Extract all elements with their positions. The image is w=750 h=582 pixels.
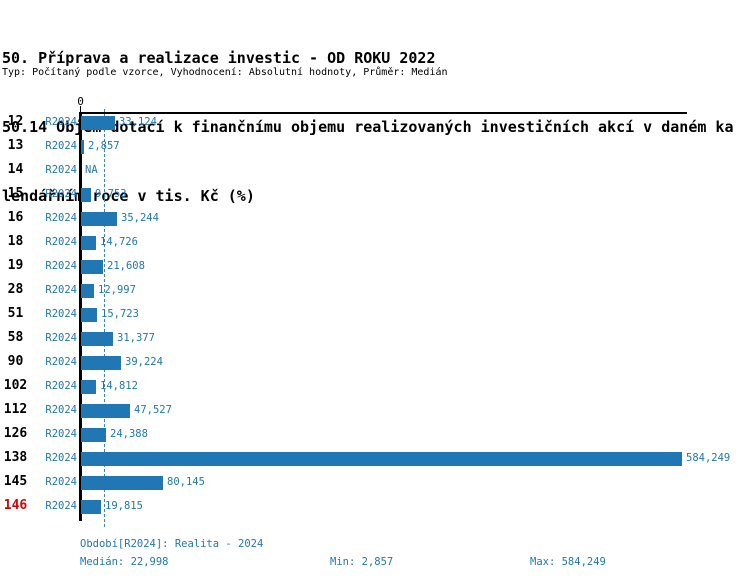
x-axis-line — [80, 112, 687, 114]
row-bar[interactable] — [81, 212, 117, 226]
row-category-label: 145 — [3, 474, 28, 489]
row-category-label: 12 — [7, 114, 24, 129]
chart-row: 145 R2024 80,145 — [0, 470, 750, 494]
footer-period-info: Období[R2024]: Realita - 2024 — [80, 538, 264, 550]
chart-row: 13 R2024 2,857 — [0, 134, 750, 158]
row-value-label: 21,608 — [107, 260, 145, 272]
row-category-label: 126 — [3, 426, 28, 441]
row-category-label: 14 — [7, 162, 24, 177]
footer-max-stat: Max: 584,249 — [530, 556, 606, 568]
row-category-label: 28 — [7, 282, 24, 297]
row-category-label: 15 — [7, 186, 24, 201]
chart-row: 12 R2024 33,124 — [0, 110, 750, 134]
row-category-label: 58 — [7, 330, 24, 345]
chart-row: 51 R2024 15,723 — [0, 302, 750, 326]
footer-median-stat: Medián: 22,998 — [80, 556, 169, 568]
row-period-label: R2024 — [45, 284, 77, 296]
report-title-line1: 50. Příprava a realizace investic - OD R… — [2, 49, 436, 67]
row-period-label: R2024 — [45, 140, 77, 152]
row-period-label: R2024 — [45, 260, 77, 272]
report-title-line2: 50.14 Objem dotací k finančnímu objemu r… — [2, 118, 734, 136]
row-value-label: 33,124 — [119, 116, 157, 128]
row-period-label: R2024 — [45, 236, 77, 248]
row-period-label: R2024 — [45, 380, 77, 392]
row-category-label: 90 — [7, 354, 24, 369]
y-axis-line — [79, 112, 82, 521]
footer-min-stat: Min: 2,857 — [330, 556, 394, 568]
row-value-label: 47,527 — [134, 404, 172, 416]
row-value-label: 14,726 — [100, 236, 138, 248]
row-bar[interactable] — [81, 116, 115, 130]
row-value-label: NA — [85, 164, 98, 176]
chart-row: 58 R2024 31,377 — [0, 326, 750, 350]
row-bar[interactable] — [81, 428, 106, 442]
row-period-label: R2024 — [45, 332, 77, 344]
chart-row: 138 R2024 584,249 — [0, 446, 750, 470]
row-category-label: 138 — [3, 450, 28, 465]
median-gridline — [104, 109, 105, 527]
row-value-label: 39,224 — [125, 356, 163, 368]
row-category-label: 112 — [3, 402, 28, 417]
chart-row: 28 R2024 12,997 — [0, 278, 750, 302]
row-bar[interactable] — [81, 260, 103, 274]
row-bar[interactable] — [81, 308, 97, 322]
row-bar[interactable] — [81, 500, 101, 514]
row-category-label: 19 — [7, 258, 24, 273]
row-bar[interactable] — [81, 380, 96, 394]
row-category-label: 18 — [7, 234, 24, 249]
row-value-label: 9,753 — [95, 188, 127, 200]
chart-row: 90 R2024 39,224 — [0, 350, 750, 374]
row-category-label: 16 — [7, 210, 24, 225]
row-period-label: R2024 — [45, 428, 77, 440]
row-period-label: R2024 — [45, 308, 77, 320]
chart-row: 18 R2024 14,726 — [0, 230, 750, 254]
row-category-label: 102 — [3, 378, 28, 393]
row-period-label: R2024 — [45, 500, 77, 512]
row-value-label: 19,815 — [105, 500, 143, 512]
row-bar[interactable] — [81, 356, 121, 370]
chart-row: 14 R2024 NA — [0, 158, 750, 182]
row-value-label: 584,249 — [686, 452, 731, 464]
row-period-label: R2024 — [45, 164, 77, 176]
row-period-label: R2024 — [45, 212, 77, 224]
chart-row: 19 R2024 21,608 — [0, 254, 750, 278]
row-period-label: R2024 — [45, 452, 77, 464]
row-period-label: R2024 — [45, 356, 77, 368]
report-subtitle: Typ: Počítaný podle vzorce, Vyhodnocení:… — [2, 67, 448, 78]
row-bar[interactable] — [81, 236, 96, 250]
row-period-label: R2024 — [45, 188, 77, 200]
row-bar[interactable] — [81, 284, 94, 298]
row-bar[interactable] — [81, 404, 130, 418]
chart-row: 102 R2024 14,812 — [0, 374, 750, 398]
row-bar[interactable] — [81, 140, 84, 154]
x-axis-zero-label: 0 — [77, 95, 84, 108]
row-value-label: 24,388 — [110, 428, 148, 440]
row-period-label: R2024 — [45, 404, 77, 416]
row-period-label: R2024 — [45, 476, 77, 488]
row-value-label: 12,997 — [98, 284, 136, 296]
row-category-label: 146 — [3, 498, 28, 513]
chart-row: 16 R2024 35,244 — [0, 206, 750, 230]
row-value-label: 31,377 — [117, 332, 155, 344]
row-category-label: 13 — [7, 138, 24, 153]
row-value-label: 2,857 — [88, 140, 120, 152]
row-value-label: 35,244 — [121, 212, 159, 224]
row-category-label: 51 — [7, 306, 24, 321]
row-value-label: 15,723 — [101, 308, 139, 320]
row-value-label: 80,145 — [167, 476, 205, 488]
row-value-label: 14,812 — [100, 380, 138, 392]
row-bar[interactable] — [81, 452, 682, 466]
row-bar[interactable] — [81, 332, 113, 346]
report-title: 50. Příprava a realizace investic - OD R… — [2, 1, 734, 254]
chart-row: 146 R2024 19,815 — [0, 494, 750, 518]
chart-row: 112 R2024 47,527 — [0, 398, 750, 422]
chart-row: 15 R2024 9,753 — [0, 182, 750, 206]
report-title-line3: lendářním roce v tis. Kč (%) — [2, 187, 255, 205]
row-period-label: R2024 — [45, 116, 77, 128]
row-bar[interactable] — [81, 476, 163, 490]
x-axis-zero-tick — [80, 106, 81, 112]
chart-row: 126 R2024 24,388 — [0, 422, 750, 446]
row-bar[interactable] — [81, 188, 91, 202]
